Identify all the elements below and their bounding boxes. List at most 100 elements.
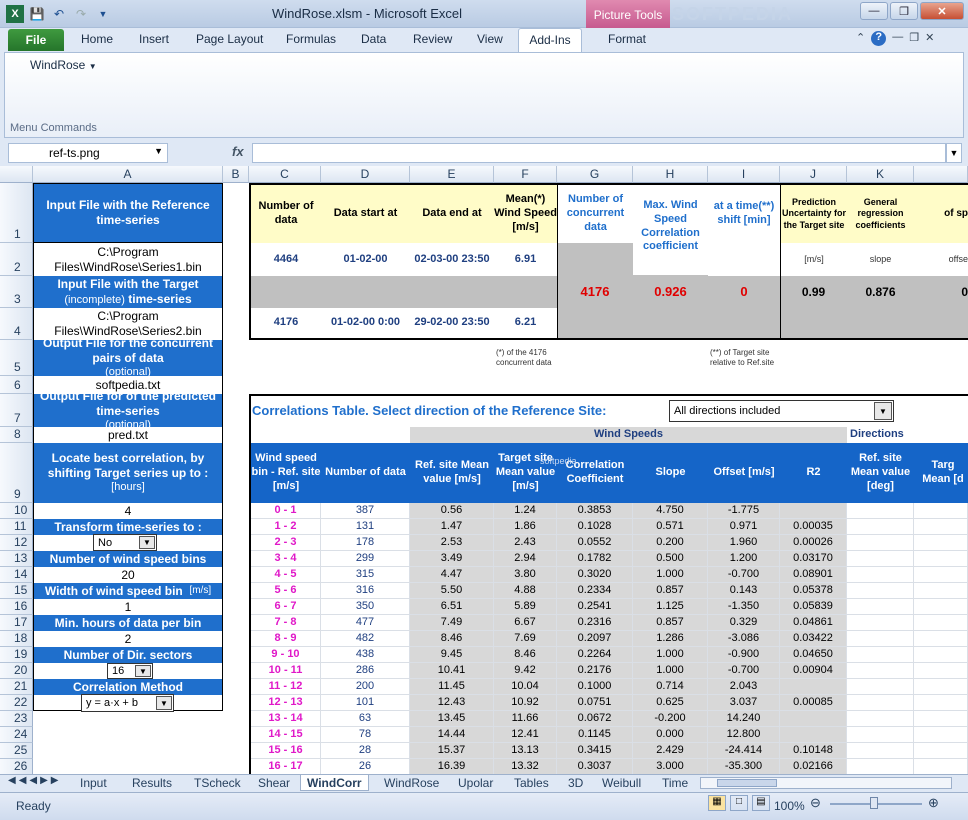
row-header-13[interactable]: 13 <box>0 551 33 567</box>
corr-cell-ref-mean[interactable]: 0.56 <box>410 503 494 519</box>
tab-home[interactable]: Home <box>81 32 114 46</box>
corr-cell-target-direction[interactable] <box>914 583 968 599</box>
corr-cell-ref-direction[interactable] <box>847 759 914 774</box>
row-header-25[interactable]: 25 <box>0 743 33 759</box>
corr-cell-speed-bin[interactable]: 13 - 14 <box>251 711 321 727</box>
excel-logo-icon[interactable]: X <box>6 5 24 23</box>
corr-cell-offset[interactable]: -3.086 <box>708 631 780 647</box>
windrose-menu-button[interactable]: WindRose ▼ <box>30 58 97 72</box>
corr-cell-r2[interactable]: 0.03422 <box>780 631 847 647</box>
corr-cell-ref-mean[interactable]: 7.49 <box>410 615 494 631</box>
corr-cell-number-of-data[interactable]: 482 <box>321 631 410 647</box>
doc-close-icon[interactable]: ✕ <box>925 32 935 44</box>
worksheet-grid[interactable]: A B C D E F G H I J K 1 2 3 4 5 6 7 8 9 … <box>0 166 968 774</box>
chevron-down-icon[interactable]: ▼ <box>154 146 163 156</box>
restore-icon[interactable]: ❐ <box>890 2 918 20</box>
corr-cell-target-mean[interactable]: 2.94 <box>494 551 557 567</box>
undo-icon[interactable]: ↶ <box>53 7 65 21</box>
output-predicted-input[interactable]: pred.txt <box>33 427 223 443</box>
row-header-8[interactable]: 8 <box>0 427 33 443</box>
corr-cell-target-mean[interactable]: 10.04 <box>494 679 557 695</box>
row-header-11[interactable]: 11 <box>0 519 33 535</box>
chevron-down-icon[interactable]: ▼ <box>139 536 155 549</box>
minimize-ribbon-icon[interactable]: ⌃ <box>856 32 866 44</box>
corr-cell-ref-direction[interactable] <box>847 727 914 743</box>
corr-cell-speed-bin[interactable]: 16 - 17 <box>251 759 321 774</box>
corr-cell-r2[interactable] <box>780 503 847 519</box>
sheet-tab-time[interactable]: Time <box>662 776 689 790</box>
corr-cell-slope[interactable]: 1.000 <box>633 663 708 679</box>
corr-cell-speed-bin[interactable]: 4 - 5 <box>251 567 321 583</box>
row-header-12[interactable]: 12 <box>0 535 33 551</box>
row-header-20[interactable]: 20 <box>0 663 33 679</box>
tab-view[interactable]: View <box>477 32 503 46</box>
corr-cell-speed-bin[interactable]: 14 - 15 <box>251 727 321 743</box>
corr-cell-target-mean[interactable]: 12.41 <box>494 727 557 743</box>
sheet-tab-results[interactable]: Results <box>132 776 173 790</box>
corr-cell-target-direction[interactable] <box>914 743 968 759</box>
sheet-tab-tscheck[interactable]: TScheck <box>194 776 241 790</box>
corr-cell-target-direction[interactable] <box>914 695 968 711</box>
corr-cell-r2[interactable]: 0.00035 <box>780 519 847 535</box>
help-icon[interactable]: ? <box>871 31 887 46</box>
sheet-tab-windcorr[interactable]: WindCorr <box>300 775 369 791</box>
doc-minimize-icon[interactable]: — <box>892 31 904 43</box>
corr-cell-r2[interactable]: 0.08901 <box>780 567 847 583</box>
direction-dropdown[interactable]: All directions included ▼ <box>669 400 894 422</box>
corr-cell-target-direction[interactable] <box>914 503 968 519</box>
corr-cell-slope[interactable]: 1.000 <box>633 647 708 663</box>
corr-cell-correlation[interactable]: 0.1028 <box>557 519 633 535</box>
corr-cell-offset[interactable]: -35.300 <box>708 759 780 774</box>
corr-cell-speed-bin[interactable]: 8 - 9 <box>251 631 321 647</box>
corr-cell-ref-mean[interactable]: 1.47 <box>410 519 494 535</box>
row-header-21[interactable]: 21 <box>0 679 33 695</box>
corr-cell-r2[interactable] <box>780 727 847 743</box>
output-concurrent-input[interactable]: softpedia.txt <box>33 376 223 394</box>
corr-cell-speed-bin[interactable]: 3 - 4 <box>251 551 321 567</box>
corr-cell-r2[interactable] <box>780 679 847 695</box>
col-header-g[interactable]: G <box>557 166 633 183</box>
corr-cell-ref-mean[interactable]: 13.45 <box>410 711 494 727</box>
row-header-17[interactable]: 17 <box>0 615 33 631</box>
select-all-corner[interactable] <box>0 166 33 183</box>
corr-cell-target-mean[interactable]: 6.67 <box>494 615 557 631</box>
target-file-input[interactable]: C:\Program Files\WindRose\Series2.bin <box>33 308 223 340</box>
sheet-tab-3d[interactable]: 3D <box>568 776 584 790</box>
corr-cell-ref-direction[interactable] <box>847 663 914 679</box>
corr-cell-correlation[interactable]: 0.2264 <box>557 647 633 663</box>
col-header-d[interactable]: D <box>321 166 410 183</box>
corr-cell-target-mean[interactable]: 7.69 <box>494 631 557 647</box>
corr-cell-ref-mean[interactable]: 11.45 <box>410 679 494 695</box>
corr-cell-r2[interactable]: 0.04650 <box>780 647 847 663</box>
corr-cell-slope[interactable]: -0.200 <box>633 711 708 727</box>
corr-cell-target-mean[interactable]: 9.42 <box>494 663 557 679</box>
corr-cell-target-direction[interactable] <box>914 551 968 567</box>
corr-cell-slope[interactable]: 0.857 <box>633 615 708 631</box>
corr-cell-speed-bin[interactable]: 10 - 11 <box>251 663 321 679</box>
tab-formulas[interactable]: Formulas <box>286 32 337 46</box>
corr-cell-speed-bin[interactable]: 12 - 13 <box>251 695 321 711</box>
corr-cell-target-mean[interactable]: 10.92 <box>494 695 557 711</box>
corr-cell-correlation[interactable]: 0.3037 <box>557 759 633 774</box>
corr-cell-correlation[interactable]: 0.0751 <box>557 695 633 711</box>
corr-cell-slope[interactable]: 0.000 <box>633 727 708 743</box>
corr-cell-r2[interactable] <box>780 711 847 727</box>
page-layout-view-icon[interactable]: □ <box>730 795 748 811</box>
corr-cell-slope[interactable]: 0.714 <box>633 679 708 695</box>
row-header-23[interactable]: 23 <box>0 711 33 727</box>
corr-cell-target-mean[interactable]: 4.88 <box>494 583 557 599</box>
corr-cell-ref-direction[interactable] <box>847 647 914 663</box>
bin-width-input[interactable]: 1 <box>33 599 223 615</box>
corr-cell-ref-mean[interactable]: 3.49 <box>410 551 494 567</box>
tab-page-layout[interactable]: Page Layout <box>196 32 264 46</box>
method-dropdown[interactable]: y = a·x + b ▼ <box>81 694 174 712</box>
zoom-slider-thumb[interactable] <box>870 797 878 809</box>
file-tab[interactable]: File <box>8 29 64 51</box>
tab-insert[interactable]: Insert <box>139 32 170 46</box>
expand-formula-bar-icon[interactable]: ▼ <box>946 143 962 163</box>
corr-cell-offset[interactable]: 14.240 <box>708 711 780 727</box>
corr-cell-r2[interactable]: 0.05839 <box>780 599 847 615</box>
corr-cell-r2[interactable]: 0.10148 <box>780 743 847 759</box>
chevron-down-icon[interactable]: ▼ <box>156 696 172 710</box>
corr-cell-ref-mean[interactable]: 5.50 <box>410 583 494 599</box>
